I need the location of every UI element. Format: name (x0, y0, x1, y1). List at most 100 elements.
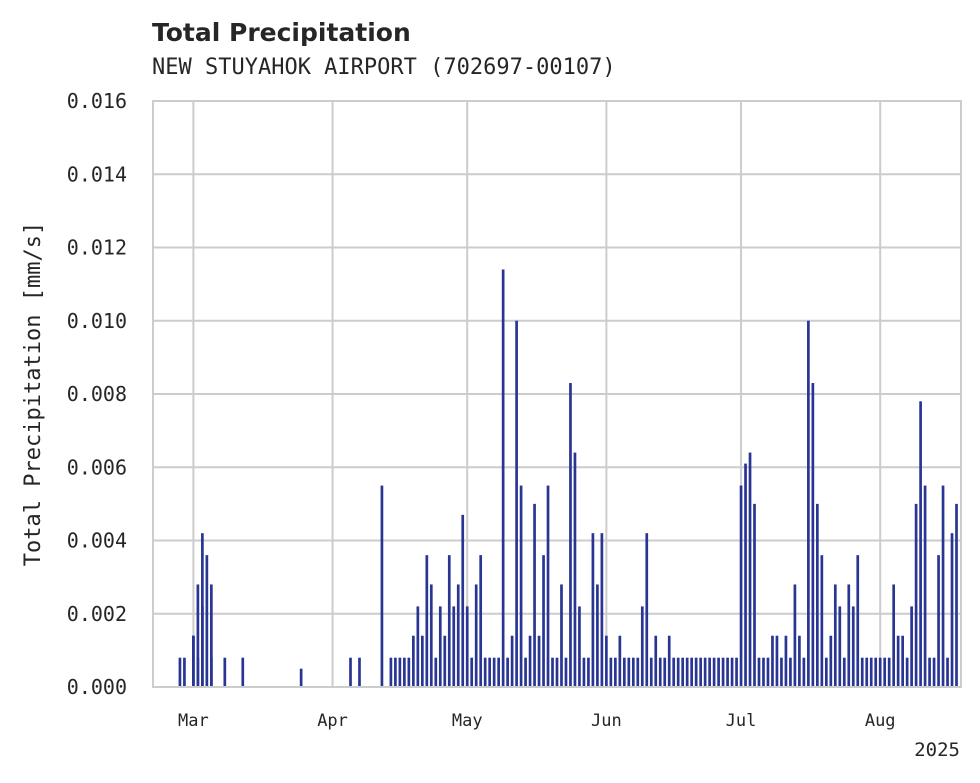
precip-bar (394, 657, 397, 687)
precip-bar (600, 533, 604, 687)
precip-bar (497, 657, 500, 687)
x-tick-labels: Mar Apr May Jun Jul Aug (178, 711, 896, 731)
precip-bar (546, 485, 550, 687)
y-axis-label: Total Precipitation [mm/s] (21, 222, 46, 566)
precip-bar (816, 503, 819, 688)
precip-bar (640, 606, 644, 687)
precip-bar (784, 635, 788, 687)
precip-bar (645, 533, 649, 687)
precip-bar (842, 657, 846, 687)
precip-bar (456, 584, 460, 687)
precip-bar (874, 657, 878, 687)
precip-bar (838, 606, 842, 687)
precip-bar (627, 657, 631, 687)
precip-bar (587, 657, 590, 687)
precip-bar (528, 635, 532, 687)
chart-subtitle: NEW STUYAHOK AIRPORT (702697-00107) (152, 55, 616, 80)
precip-bar (465, 606, 469, 687)
precip-bar (506, 657, 509, 687)
plot-frame (152, 100, 962, 688)
precip-bar (434, 657, 438, 687)
y-tick-label: 0.012 (67, 236, 127, 260)
precip-bar (412, 635, 415, 687)
precip-bar (887, 657, 891, 687)
precip-bar (614, 657, 617, 687)
precip-bar (649, 657, 653, 687)
precip-bar (860, 657, 864, 687)
precip-bar (438, 606, 442, 687)
precip-bar (950, 533, 954, 687)
precip-bar (676, 657, 680, 687)
precip-bar (717, 657, 720, 687)
precip-bar (793, 584, 797, 687)
x-tick-label-may: May (452, 711, 483, 731)
precip-bar (878, 657, 882, 687)
precip-bar (856, 555, 860, 687)
precip-bar (928, 657, 931, 687)
precip-bar (672, 657, 676, 687)
precip-bar (443, 635, 447, 687)
precip-bar (452, 606, 456, 687)
precip-bar (622, 657, 626, 687)
precip-bar (892, 584, 896, 687)
precip-bar (178, 657, 182, 687)
precip-bar (847, 584, 851, 687)
precip-bar (542, 555, 545, 687)
precip-bar (524, 657, 527, 687)
precip-bar (492, 657, 496, 687)
precip-bar (555, 657, 559, 687)
precip-bar (780, 657, 783, 687)
precip-bar (910, 606, 913, 687)
precip-bar (636, 657, 640, 687)
y-tick-label: 0.004 (67, 529, 127, 553)
precip-bar (201, 533, 204, 687)
precip-bar (685, 657, 689, 687)
precip-bar (829, 635, 833, 687)
precip-bar (358, 657, 361, 687)
precip-bar (941, 485, 945, 687)
precip-bar (923, 485, 927, 687)
precip-bar (883, 657, 887, 687)
precip-bar (591, 533, 595, 687)
precip-bar (223, 657, 227, 687)
precip-bar (708, 657, 711, 687)
precip-bar (901, 635, 904, 687)
precip-bar (470, 657, 474, 687)
y-tick-label: 0.016 (67, 89, 127, 113)
precip-bar (735, 657, 738, 687)
precip-bar (389, 657, 393, 687)
precip-bar (833, 584, 837, 687)
precip-bar (690, 657, 694, 687)
precip-bar (551, 657, 554, 687)
precip-bar (479, 555, 483, 687)
precip-bar (753, 503, 756, 688)
precip-bar (605, 635, 608, 687)
precip-bar (349, 657, 352, 687)
precip-bar (537, 635, 541, 687)
precip-bar (932, 657, 936, 687)
x-tick-label-apr: Apr (317, 711, 348, 731)
precip-bar (573, 452, 577, 687)
precip-bar (582, 657, 586, 687)
precip-bar (564, 657, 568, 687)
precip-bar (726, 657, 729, 687)
grid-lines (153, 100, 961, 688)
precip-bar (488, 657, 492, 687)
precip-bar (515, 320, 518, 687)
x-tick-label-aug: Aug (865, 711, 896, 731)
y-tick-label: 0.002 (67, 602, 127, 626)
precip-bar (905, 657, 909, 687)
x-tick-label-jun: Jun (591, 711, 622, 731)
precip-bar (851, 606, 855, 687)
precip-bar (712, 657, 716, 687)
precip-bar (789, 657, 792, 687)
precip-bar (748, 452, 752, 687)
precip-bar (775, 635, 779, 687)
precip-bar (403, 657, 406, 687)
precip-bar (667, 635, 671, 687)
precip-bar (811, 383, 815, 687)
precip-bar (447, 555, 451, 687)
precip-bar (420, 635, 424, 687)
y-tick-label: 0.000 (67, 675, 127, 699)
y-tick-label: 0.010 (67, 309, 127, 333)
